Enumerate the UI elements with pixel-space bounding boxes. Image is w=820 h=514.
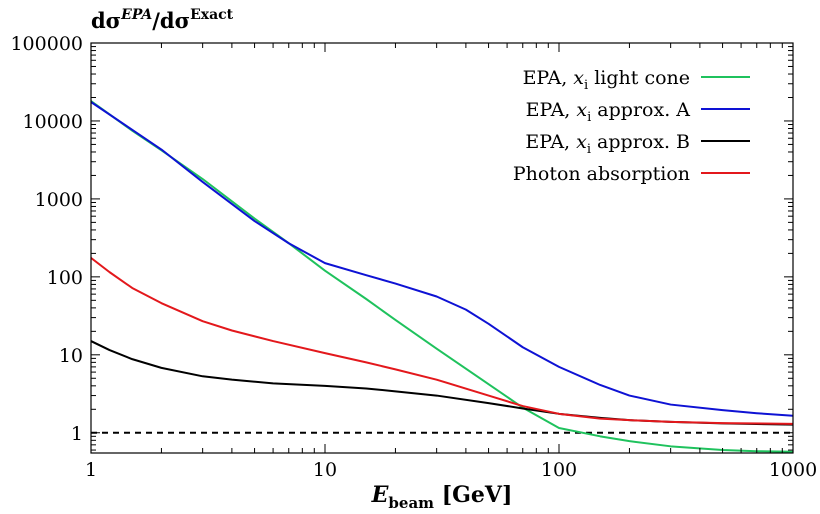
y-tick-label: 10 <box>59 345 83 367</box>
y-tick-label: 100 <box>47 267 83 289</box>
legend-label: Photon absorption <box>513 163 690 185</box>
x-axis-title-unit: [GeV] <box>434 482 512 508</box>
y-tick-label: 100000 <box>10 33 83 55</box>
series-line-4 <box>91 256 793 425</box>
y-axis-title-numerator: dσ <box>91 8 121 33</box>
axis-tick-labels: 1 10 100 1000 1 10 100 1000 10000 100000 <box>10 33 817 481</box>
y-tick-label: 10000 <box>23 111 83 133</box>
x-tick-label: 1000 <box>769 459 817 481</box>
series-line-2 <box>91 101 793 417</box>
legend-label: EPA, xi approx. A <box>526 99 691 125</box>
series-line-1 <box>91 100 793 453</box>
legend-entry-3: EPA, xi approx. B <box>525 131 750 157</box>
series-line-3 <box>91 340 793 426</box>
y-tick-label: 1000 <box>35 189 83 211</box>
y-axis-title-denominator: /dσ <box>152 8 190 33</box>
x-tick-label: 10 <box>313 459 337 481</box>
y-axis-title: dσEPA/dσExact <box>91 7 234 33</box>
y-tick-label: 1 <box>71 423 83 445</box>
x-axis-title: Ebeam [GeV] <box>371 482 513 512</box>
axis-ticks <box>90 42 793 453</box>
legend-label: EPA, xi light cone <box>523 67 690 93</box>
legend-entry-1: EPA, xi light cone <box>523 67 750 93</box>
plot-lines <box>91 100 793 453</box>
y-axis-title-numerator-sup: EPA <box>120 7 152 23</box>
x-axis-title-sub: beam <box>388 494 434 512</box>
y-axis-title-denominator-sup: Exact <box>190 7 234 23</box>
legend-entry-2: EPA, xi approx. A <box>526 99 750 125</box>
x-axis-title-main: E <box>371 482 390 508</box>
x-tick-label: 1 <box>85 459 97 481</box>
legend-label: EPA, xi approx. B <box>525 131 690 157</box>
plot-frame <box>90 42 794 454</box>
legend: EPA, xi light cone EPA, xi approx. A EPA, … <box>513 67 750 185</box>
x-tick-label: 100 <box>541 459 577 481</box>
legend-entry-4: Photon absorption <box>513 163 750 185</box>
